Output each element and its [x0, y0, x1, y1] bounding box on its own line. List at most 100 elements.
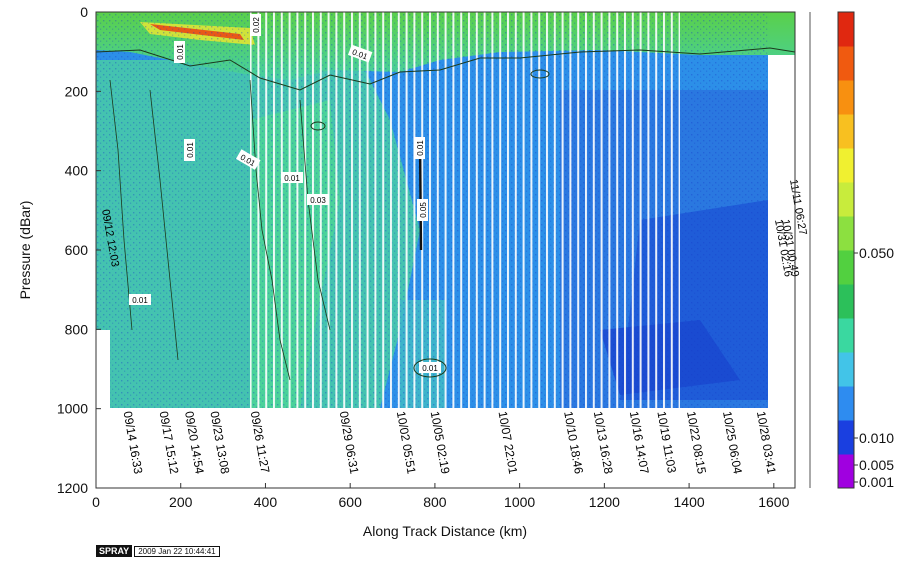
profile-label: 10/16 14:07: [627, 410, 652, 475]
x-axis-label: Along Track Distance (km): [363, 523, 527, 539]
colorbar-bin: [838, 12, 854, 47]
colorbar-label: 0.050: [859, 245, 894, 261]
y-tick-label: 0: [80, 4, 88, 20]
profile-label: 10/28 03:41: [754, 410, 779, 475]
contour-label: 0.01: [281, 172, 303, 183]
profile-label: 10/05 02:19: [428, 410, 453, 475]
nodata-east: [768, 110, 795, 410]
contour-label: 0.01: [174, 41, 185, 63]
contour-label-bg: [281, 172, 303, 183]
profile-label: 10/25 06:04: [720, 410, 745, 475]
colorbar-bin: [838, 148, 854, 183]
y-tick-label: 600: [65, 242, 89, 258]
profile-label: 10/22 08:15: [684, 410, 709, 475]
x-tick-label: 600: [339, 494, 363, 510]
contour-label-bg: [307, 194, 329, 205]
x-tick-label: 1200: [589, 494, 620, 510]
profile-label: 09/17 15:12: [157, 410, 182, 475]
contour-eddy: [310, 121, 326, 131]
colorbar-bin: [838, 386, 854, 421]
colorbar-bin: [838, 454, 854, 489]
contour-label: 0.01: [129, 294, 151, 305]
profile-label: 09/23 13:08: [207, 410, 232, 475]
profile-label: 10/07 22:01: [496, 410, 521, 475]
colorbar-bin: [838, 420, 854, 455]
contour-line: [109, 79, 179, 361]
contour-eddy: [413, 358, 447, 378]
y-tick-label: 1200: [57, 480, 88, 496]
profile-gaps: [250, 12, 680, 408]
profile-label: 10/02 05:51: [394, 410, 419, 475]
colorbar-label: 0.005: [859, 457, 894, 473]
x-tick-label: 800: [423, 494, 447, 510]
contour-label-bg: [414, 137, 425, 159]
colorbar-bin: [838, 182, 854, 217]
colorbar-bin: [838, 250, 854, 285]
y-tick-label: 200: [65, 83, 89, 99]
colorbar-bin: [838, 284, 854, 319]
contour-label-bg: [184, 139, 195, 161]
contour-label: 0.02: [250, 14, 261, 36]
colorbar-bin: [838, 114, 854, 149]
contour-label-text: 0.01: [422, 364, 438, 373]
contour-label-bg: [250, 14, 261, 36]
contour-label-bg: [417, 199, 428, 221]
spray-logo: SPRAY: [96, 545, 133, 557]
contour-label: 0.01: [414, 137, 425, 159]
contour-label-bg: [129, 294, 151, 305]
nodata-west: [96, 330, 110, 408]
contour-label: 0.01: [419, 362, 441, 373]
x-axis: 0 200 400 600 800 1000 1200 1400 1600: [92, 483, 790, 510]
x-tick-label: 400: [254, 494, 278, 510]
stamp-date: 2009 Jan 22 10:44:41: [134, 545, 220, 557]
contour-label: 0.01: [184, 139, 195, 161]
contour-label-text: 0.02: [252, 17, 261, 33]
profile-label: 10/13 16:28: [591, 410, 616, 475]
contour-label-text: 0.01: [132, 296, 148, 305]
contour-label: 0.03: [307, 194, 329, 205]
x-tick-label: 1400: [674, 494, 705, 510]
stamp: SPRAY 2009 Jan 22 10:44:41: [96, 545, 220, 557]
contour-line: [95, 47, 796, 91]
colorbar-frame: [837, 11, 855, 489]
y-tick-label: 800: [65, 321, 89, 337]
y-axis: 0 200 400 600 800 1000 1200: [57, 4, 101, 496]
contour-label-text: 0.01: [176, 44, 185, 60]
profile-label: 09/20 14:54: [182, 410, 207, 475]
colorbar-bin: [838, 216, 854, 251]
y-tick-label: 1000: [57, 401, 88, 417]
contour-label-text: 0.01: [186, 142, 195, 158]
contour-label-bg: [174, 41, 185, 63]
profile-label: 09/14 16:33: [121, 410, 146, 475]
profile-label: 09/26 11:27: [248, 410, 273, 474]
colorbar-bin: [838, 318, 854, 353]
plot-area: 0.010.010.010.010.020.010.010.050.010.03…: [95, 11, 811, 489]
profile-label: 09/29 06:31: [337, 410, 362, 475]
profile-labels: 09/14 16:33 09/17 15:12 09/20 14:54 09/23 1…: [121, 410, 779, 475]
y-axis-label: Pressure (dBar): [17, 201, 33, 300]
y-tick-label: 400: [65, 163, 89, 179]
profile-label: 10/10 18:46: [561, 410, 586, 475]
contour-label-text: 0.01: [416, 140, 425, 156]
contour-eddy: [530, 69, 550, 79]
contour-label-bg: [347, 44, 373, 63]
colorbar-bin: [838, 46, 854, 81]
contour-label-text: 0.05: [419, 202, 428, 218]
contour-label-text: 0.03: [310, 196, 326, 205]
x-tick-label: 1600: [758, 494, 789, 510]
contour-label-bg: [235, 149, 261, 170]
colorbar-bin: [838, 352, 854, 387]
x-tick-label: 200: [169, 494, 193, 510]
x-tick-label: 1000: [504, 494, 535, 510]
colorbar-bin: [838, 80, 854, 115]
contour-line: [249, 79, 331, 381]
colorbar-label: 0.010: [859, 430, 894, 446]
contour-label-text: 0.01: [284, 174, 300, 183]
contour-label: 0.05: [417, 199, 428, 221]
contour-label-bg: [419, 362, 441, 373]
profile-label: 10/19 11:03: [654, 410, 679, 474]
colorbar-label: 0.001: [859, 474, 894, 490]
x-tick-label: 0: [92, 494, 100, 510]
